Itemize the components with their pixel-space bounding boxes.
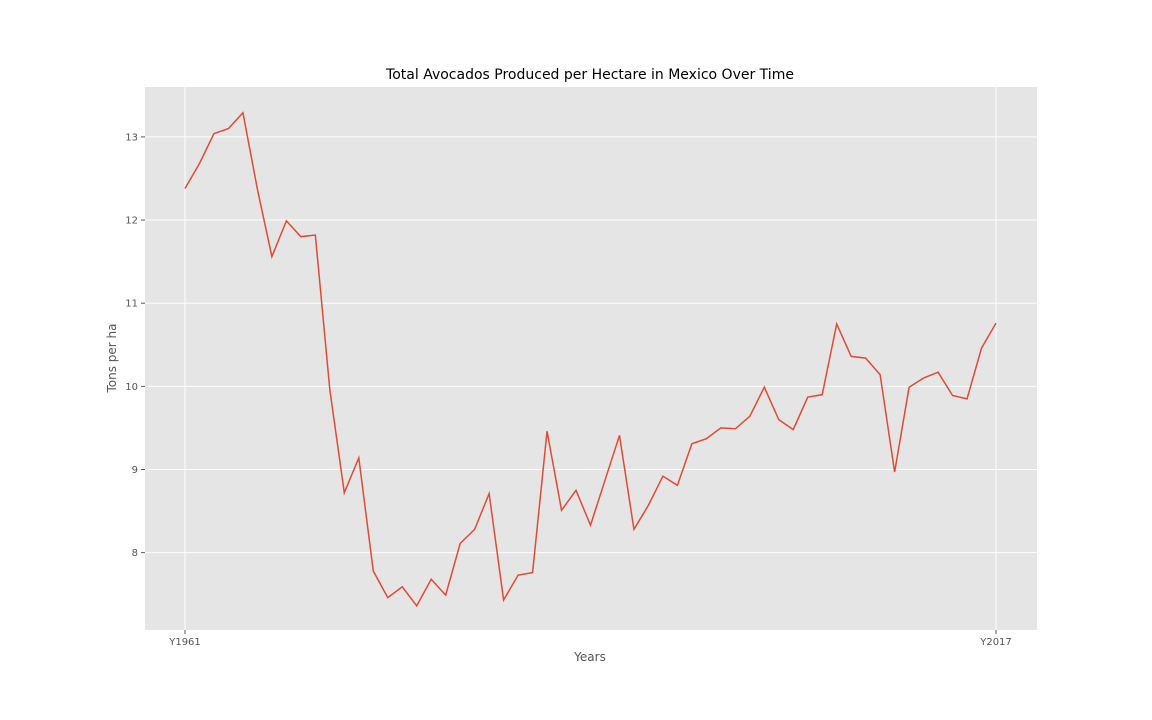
x-tick-label: Y2017 — [979, 637, 1012, 648]
y-tick-label: 9 — [132, 465, 138, 476]
y-tick-label: 8 — [132, 548, 138, 559]
y-axis-ticks: 8 9 10 11 12 13 — [125, 132, 145, 559]
series-line — [184, 111, 997, 608]
y-tick-label: 13 — [125, 132, 138, 143]
x-axis-ticks: Y1961 Y2017 — [168, 630, 1012, 648]
y-tick-label: 10 — [125, 382, 138, 393]
y-tick-label: 11 — [125, 299, 138, 310]
x-axis-label: Years — [573, 650, 606, 664]
chart-title: Total Avocados Produced per Hectare in M… — [385, 67, 794, 83]
grid-lines — [145, 87, 1037, 630]
y-tick-label: 12 — [125, 216, 138, 227]
x-tick-label: Y1961 — [168, 637, 201, 648]
plot-area — [145, 87, 1037, 630]
y-axis-label: Tons per ha — [105, 323, 119, 393]
